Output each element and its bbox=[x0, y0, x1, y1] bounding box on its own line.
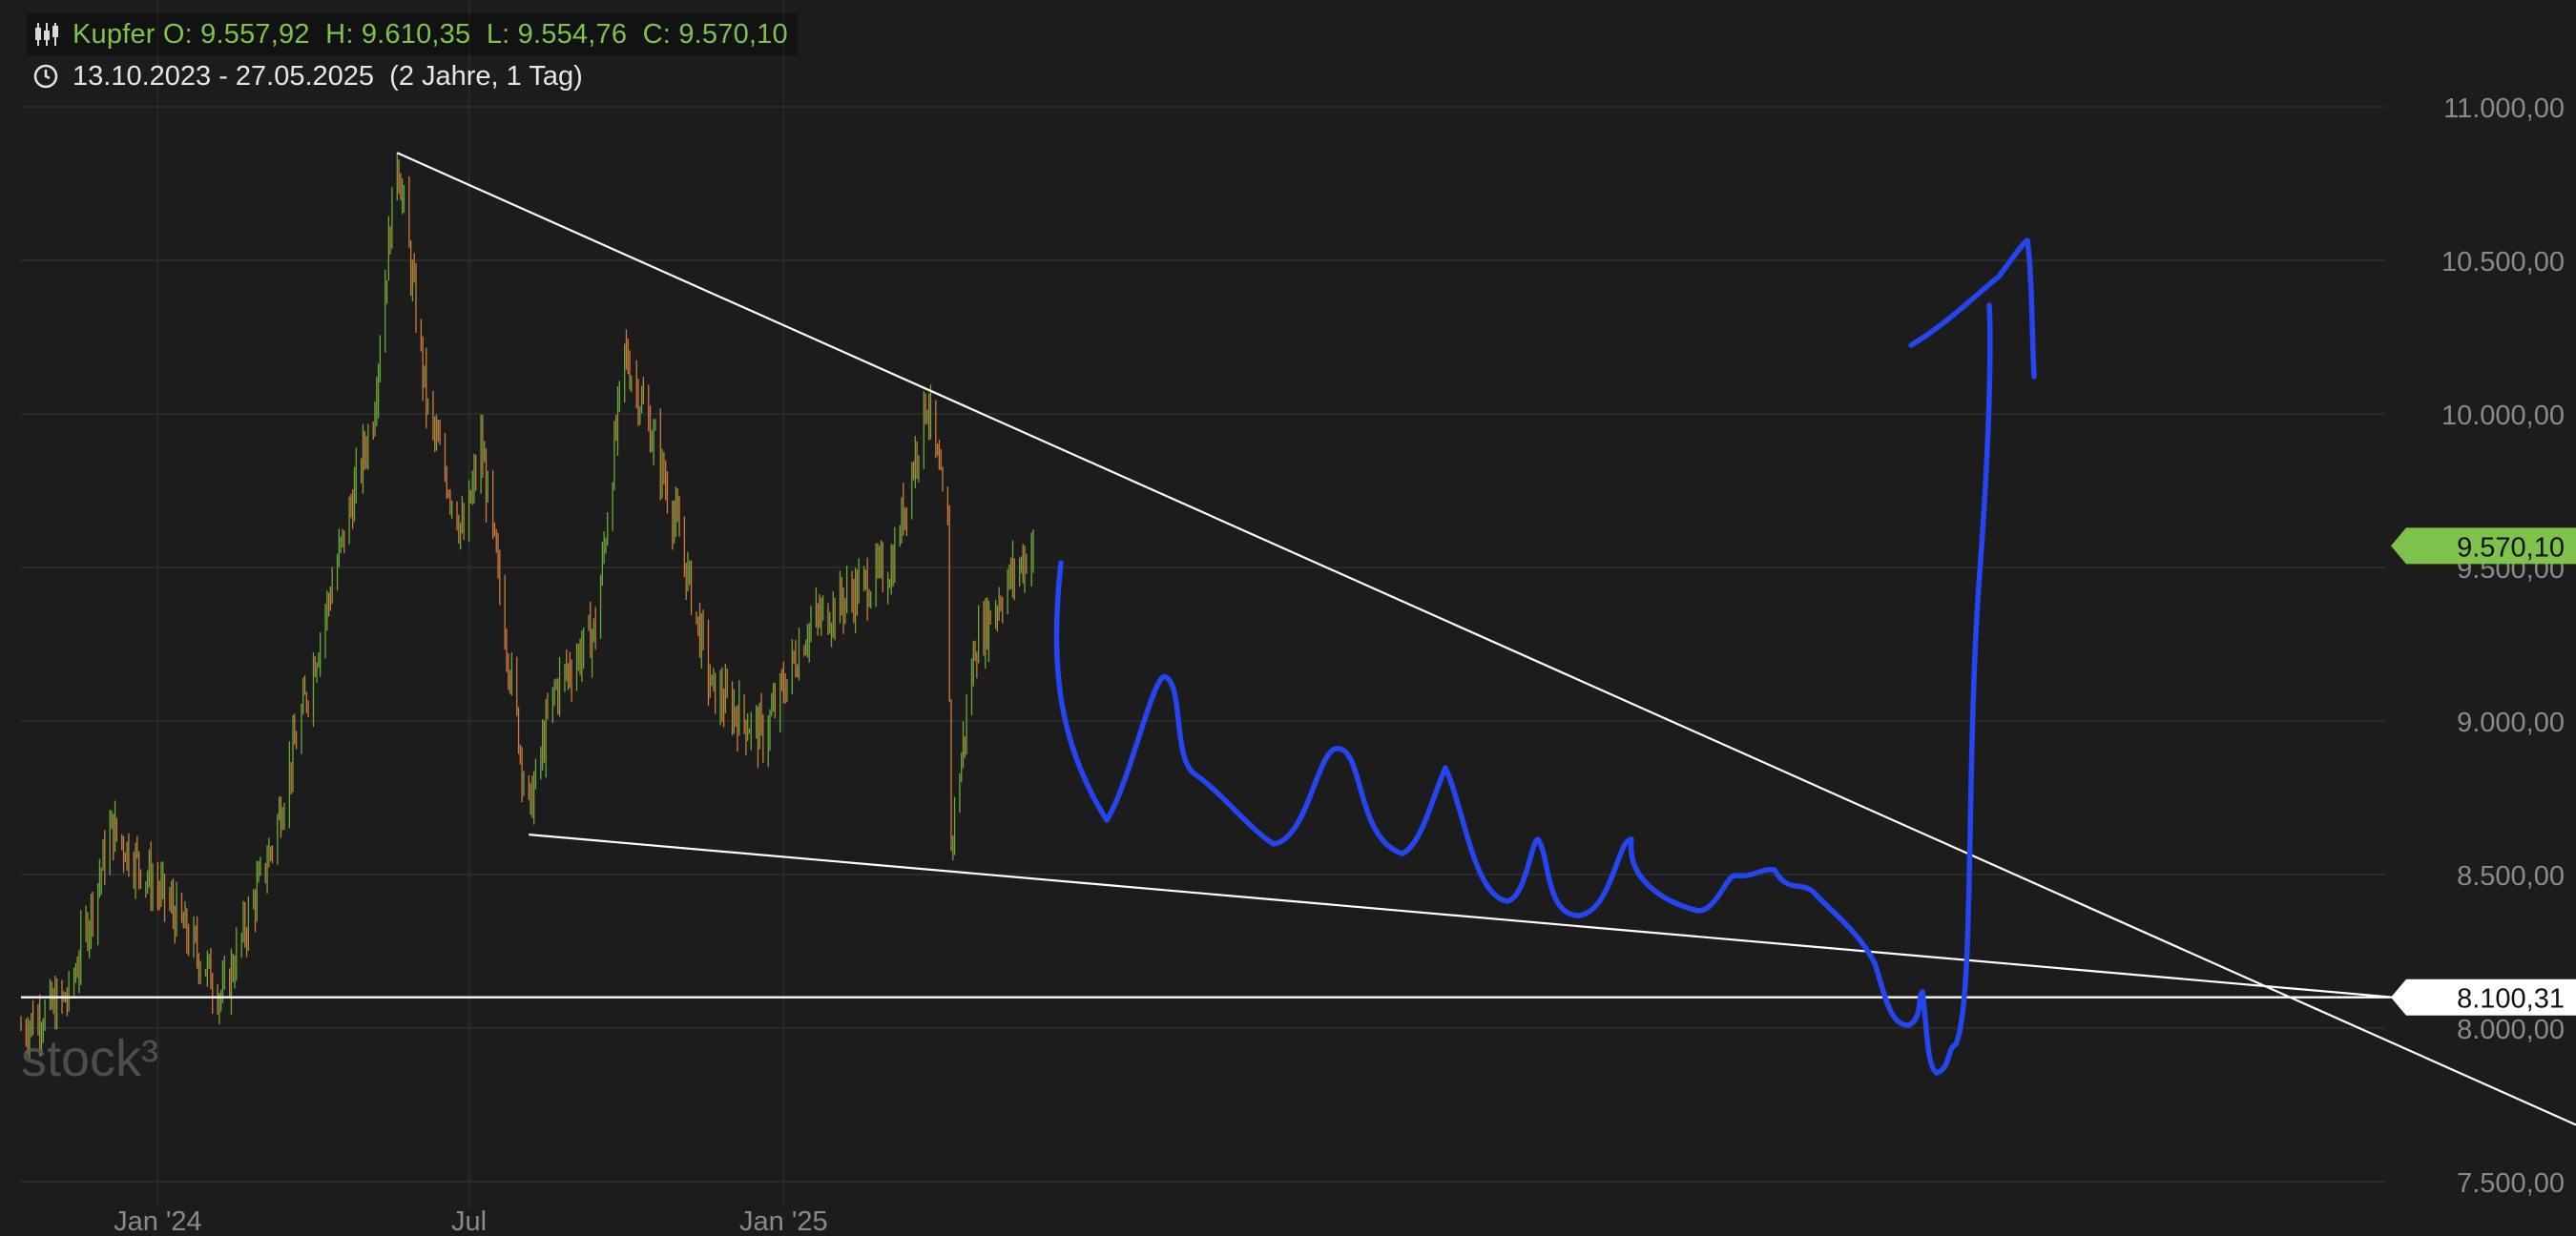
axes: 7.500,008.000,008.500,009.000,009.500,00… bbox=[21, 93, 2576, 1236]
grid-lines bbox=[21, 0, 2385, 1207]
y-tick-label: 7.500,00 bbox=[2457, 1168, 2565, 1199]
watermark-logo: stock³ bbox=[21, 1030, 158, 1087]
upper-resistance-line bbox=[396, 152, 2576, 1126]
y-tick-label: 10.500,00 bbox=[2441, 247, 2565, 278]
chart-header: Kupfer O: 9.557,92 H: 9.610,35 L: 9.554,… bbox=[27, 13, 798, 97]
trendlines bbox=[21, 152, 2576, 1126]
forecast-arrowhead bbox=[1908, 237, 2037, 380]
support-price-label: 8.100,31 bbox=[2457, 984, 2565, 1015]
x-tick-label: Jan '25 bbox=[739, 1206, 828, 1236]
ohlc-text: Kupfer O: 9.557,92 H: 9.610,35 L: 9.554,… bbox=[73, 18, 788, 50]
date-range-text: 13.10.2023 - 27.05.2025 (2 Jahre, 1 Tag) bbox=[73, 60, 583, 92]
y-tick-label: 8.500,00 bbox=[2457, 861, 2565, 892]
lower-support-line bbox=[529, 834, 2576, 1015]
last-price-tag bbox=[2391, 527, 2576, 565]
x-tick-label: Jan '24 bbox=[114, 1206, 202, 1236]
support-price-tag bbox=[2391, 978, 2576, 1016]
x-tick-label: Jul bbox=[451, 1206, 487, 1236]
y-tick-label: 8.000,00 bbox=[2457, 1015, 2565, 1045]
instrument-legend[interactable]: Kupfer O: 9.557,92 H: 9.610,35 L: 9.554,… bbox=[27, 13, 798, 55]
y-tick-label: 10.000,00 bbox=[2441, 401, 2565, 431]
candlestick-icon[interactable] bbox=[32, 20, 61, 49]
forecast-drawing bbox=[1053, 302, 1993, 1076]
drawings bbox=[1053, 237, 2037, 1076]
last-price-label: 9.570,10 bbox=[2457, 532, 2565, 563]
clock-icon[interactable] bbox=[32, 62, 61, 91]
date-range[interactable]: 13.10.2023 - 27.05.2025 (2 Jahre, 1 Tag) bbox=[27, 55, 798, 97]
y-tick-label: 11.000,00 bbox=[2443, 93, 2565, 124]
candles bbox=[20, 152, 1034, 1060]
y-tick-label: 9.000,00 bbox=[2457, 708, 2565, 738]
